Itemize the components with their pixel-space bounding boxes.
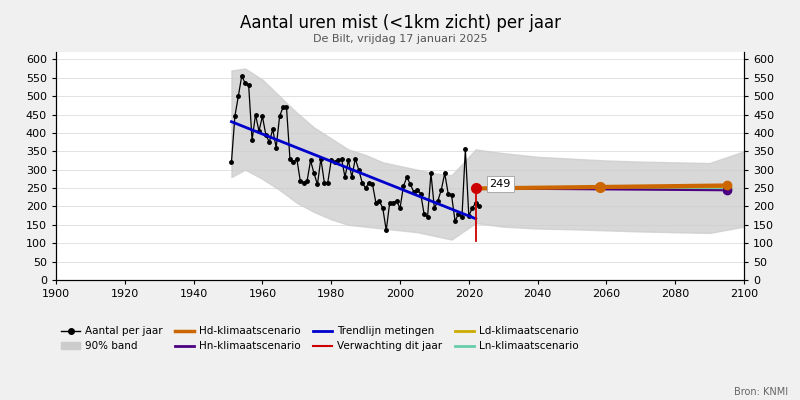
Text: 249: 249 xyxy=(490,179,511,189)
Text: Aantal uren mist (<1km zicht) per jaar: Aantal uren mist (<1km zicht) per jaar xyxy=(239,14,561,32)
Text: Bron: KNMI: Bron: KNMI xyxy=(734,387,788,397)
Legend: Aantal per jaar, 90% band, Hd-klimaatscenario, Hn-klimaatscenario, Trendlijn met: Aantal per jaar, 90% band, Hd-klimaatsce… xyxy=(62,326,578,352)
Text: De Bilt, vrijdag 17 januari 2025: De Bilt, vrijdag 17 januari 2025 xyxy=(313,34,487,44)
